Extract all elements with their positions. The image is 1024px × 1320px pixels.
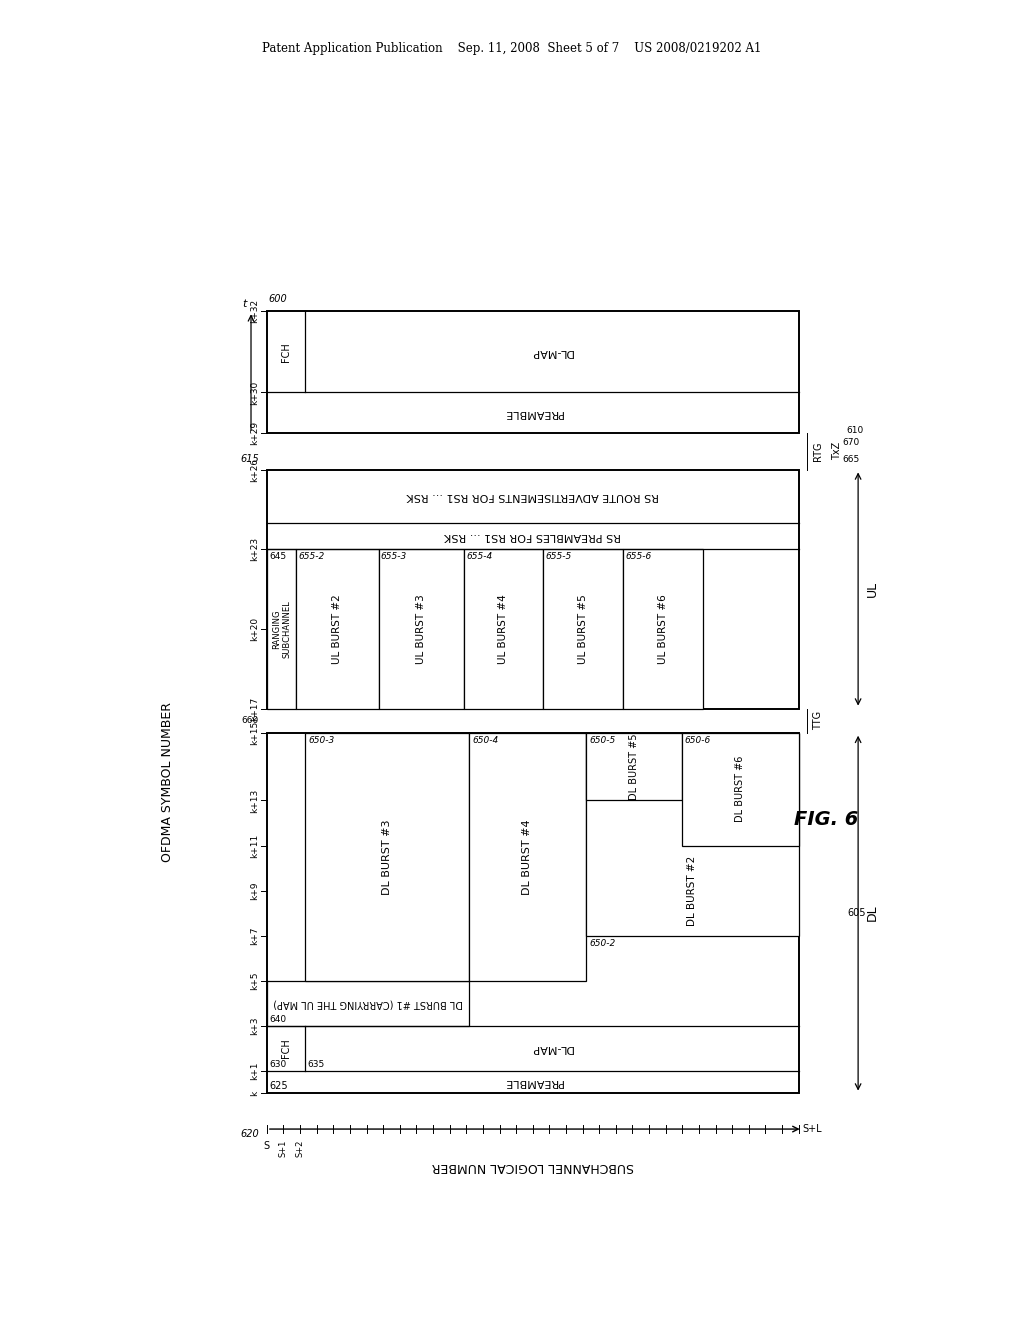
Text: PREAMBLE: PREAMBLE — [503, 1077, 562, 1088]
Text: TxZ: TxZ — [831, 442, 842, 461]
Text: 650-6: 650-6 — [685, 735, 711, 744]
Text: 630: 630 — [269, 1060, 287, 1069]
Text: 625: 625 — [269, 1081, 288, 1092]
Text: 650-2: 650-2 — [589, 939, 615, 948]
Text: UL BURST #4: UL BURST #4 — [499, 594, 509, 664]
Text: UL BURST #5: UL BURST #5 — [579, 594, 588, 664]
Bar — [469, 733, 586, 981]
Text: k+9: k+9 — [250, 882, 259, 900]
Text: k+29: k+29 — [250, 421, 259, 445]
Text: DL-MAP: DL-MAP — [530, 347, 573, 356]
Bar — [624, 549, 702, 709]
Text: k+17: k+17 — [250, 697, 259, 721]
Text: PREAMBLE: PREAMBLE — [503, 408, 562, 417]
Text: 650-4: 650-4 — [472, 735, 499, 744]
Text: TTG: TTG — [813, 711, 823, 730]
Text: UL BURST #3: UL BURST #3 — [416, 594, 426, 664]
Text: 640: 640 — [269, 1015, 287, 1024]
Text: 665: 665 — [842, 455, 859, 465]
Text: k+7: k+7 — [250, 927, 259, 945]
Text: t: t — [243, 300, 247, 309]
Text: DL BURST #3: DL BURST #3 — [382, 820, 392, 895]
Bar — [464, 549, 544, 709]
Text: DL BURST #6: DL BURST #6 — [735, 756, 745, 822]
Text: 655-6: 655-6 — [626, 552, 651, 561]
Text: k+1: k+1 — [250, 1061, 259, 1080]
Text: DL BURST #2: DL BURST #2 — [687, 855, 697, 925]
Text: 615: 615 — [241, 454, 259, 465]
Bar — [379, 549, 464, 709]
Text: DL-MAP: DL-MAP — [530, 1043, 573, 1053]
Text: S+2: S+2 — [296, 1139, 304, 1156]
Text: UL BURST #6: UL BURST #6 — [658, 594, 668, 664]
Text: 645: 645 — [269, 552, 287, 561]
Text: k+15: k+15 — [250, 721, 259, 744]
Text: 610: 610 — [846, 426, 863, 436]
Text: k+20: k+20 — [250, 616, 259, 642]
Bar — [586, 733, 799, 936]
Text: 655-4: 655-4 — [466, 552, 493, 561]
Text: RS PREAMBLES FOR RS1 ... RSK: RS PREAMBLES FOR RS1 ... RSK — [444, 531, 622, 541]
Bar — [682, 733, 799, 846]
Text: k: k — [250, 1090, 259, 1096]
Text: k+32: k+32 — [250, 300, 259, 323]
Text: k+3: k+3 — [250, 1016, 259, 1035]
Text: 600: 600 — [268, 294, 287, 304]
Text: FCH: FCH — [281, 1039, 291, 1059]
Text: OFDMA SYMBOL NUMBER: OFDMA SYMBOL NUMBER — [161, 701, 174, 862]
Text: Patent Application Publication    Sep. 11, 2008  Sheet 5 of 7    US 2008/0219202: Patent Application Publication Sep. 11, … — [262, 42, 762, 55]
Bar — [267, 981, 469, 1026]
Bar — [305, 733, 469, 981]
Bar — [267, 470, 799, 709]
Bar — [544, 549, 624, 709]
Text: UL: UL — [866, 581, 879, 597]
Text: DL BURST #4: DL BURST #4 — [522, 818, 532, 895]
Text: RS ROUTE ADVERTISEMENTS FOR RS1 ... RSK: RS ROUTE ADVERTISEMENTS FOR RS1 ... RSK — [407, 491, 659, 502]
Text: k+30: k+30 — [250, 380, 259, 405]
Text: 650-3: 650-3 — [308, 735, 335, 744]
Text: DL BURST #5: DL BURST #5 — [629, 734, 639, 800]
Text: 655-3: 655-3 — [381, 552, 408, 561]
Text: k+23: k+23 — [250, 537, 259, 561]
Text: 670: 670 — [842, 438, 859, 447]
Text: DL BURST #1 (CARRYING THE UL MAP): DL BURST #1 (CARRYING THE UL MAP) — [273, 998, 463, 1008]
Text: k+11: k+11 — [250, 833, 259, 858]
Text: 635: 635 — [307, 1060, 325, 1069]
Text: 605: 605 — [848, 908, 866, 919]
Text: k+5: k+5 — [250, 972, 259, 990]
Text: FIG. 6: FIG. 6 — [795, 809, 858, 829]
Text: 650-5: 650-5 — [589, 735, 615, 744]
Text: DL: DL — [866, 904, 879, 921]
Text: UL BURST #2: UL BURST #2 — [333, 594, 342, 664]
Text: RTG: RTG — [813, 441, 823, 461]
Text: S+1: S+1 — [279, 1139, 288, 1156]
Text: 620: 620 — [241, 1129, 259, 1139]
Text: RANGING
SUBCHANNEL: RANGING SUBCHANNEL — [271, 601, 291, 657]
Text: SUBCHANNEL LOGICAL NUMBER: SUBCHANNEL LOGICAL NUMBER — [431, 1159, 634, 1172]
Bar — [267, 312, 799, 433]
Text: S: S — [264, 1142, 270, 1151]
Bar — [586, 733, 682, 800]
Text: FCH: FCH — [281, 342, 291, 362]
Bar — [267, 549, 296, 709]
Text: 655-5: 655-5 — [546, 552, 572, 561]
Text: S+L: S+L — [803, 1125, 822, 1134]
Text: k+13: k+13 — [250, 788, 259, 813]
Text: 660: 660 — [242, 717, 259, 725]
Bar — [296, 549, 379, 709]
Bar — [267, 733, 799, 1093]
Text: 655-2: 655-2 — [299, 552, 325, 561]
Text: k+26: k+26 — [250, 458, 259, 482]
